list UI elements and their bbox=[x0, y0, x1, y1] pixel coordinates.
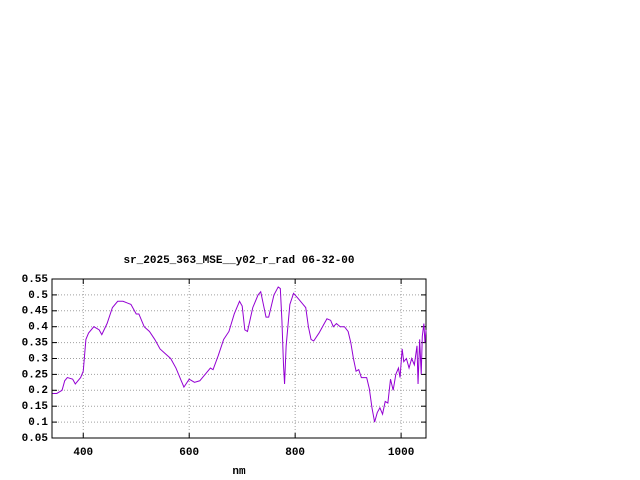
y-tick-label: 0.55 bbox=[22, 274, 49, 286]
y-tick-label: 0.1 bbox=[28, 417, 48, 429]
x-axis-label: nm bbox=[232, 466, 246, 478]
y-tick-label: 0.25 bbox=[22, 369, 49, 381]
x-tick-label: 400 bbox=[73, 447, 93, 459]
y-tick-label: 0.15 bbox=[22, 401, 49, 413]
y-tick-label: 0.4 bbox=[28, 322, 48, 334]
plot-frame bbox=[51, 278, 427, 439]
y-tick-label: 0.45 bbox=[22, 306, 49, 318]
y-tick-label: 0.2 bbox=[28, 385, 48, 397]
y-tick-label: 0.3 bbox=[28, 353, 48, 365]
y-tick-label: 0.05 bbox=[22, 433, 49, 445]
x-tick-label: 1000 bbox=[388, 447, 414, 459]
chart-title: sr_2025_363_MSE__y02_r_rad 06-32-00 bbox=[123, 255, 354, 267]
y-tick-label: 0.35 bbox=[22, 338, 49, 350]
x-tick-label: 800 bbox=[285, 447, 305, 459]
data-line bbox=[52, 286, 427, 423]
y-tick-label: 0.5 bbox=[28, 290, 48, 302]
x-tick-label: 600 bbox=[179, 447, 199, 459]
